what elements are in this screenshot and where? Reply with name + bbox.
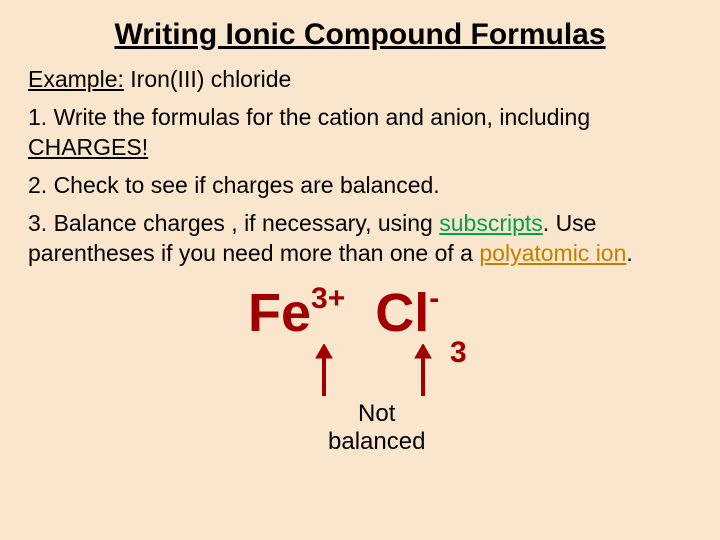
- step-1: 1. Write the formulas for the cation and…: [28, 103, 692, 163]
- step3-subscripts-word: subscripts: [439, 210, 543, 236]
- subscript-3: 3: [450, 336, 467, 370]
- arrow-up-left-icon: [314, 344, 334, 402]
- step3-polyatomic-word: polyatomic ion: [479, 240, 626, 266]
- example-label: Example:: [28, 66, 124, 92]
- anion-charge: -: [429, 282, 439, 315]
- step-2: 2. Check to see if charges are balanced.: [28, 171, 692, 201]
- slide-title: Writing Ionic Compound Formulas: [28, 18, 692, 52]
- step3-text-c: .: [626, 240, 632, 266]
- example-compound: Iron(III) chloride: [130, 66, 291, 92]
- cation-symbol: Fe: [248, 283, 311, 343]
- not-balanced-label: Not balanced: [328, 400, 425, 455]
- example-line: Example: Iron(III) chloride: [28, 66, 692, 93]
- not-balanced-l2: balanced: [328, 428, 425, 455]
- step-3: 3. Balance charges , if necessary, using…: [28, 209, 692, 269]
- anion-symbol: Cl: [375, 283, 429, 343]
- ionic-formula: Fe3+ Cl-: [248, 282, 439, 344]
- step1-text-a: 1. Write the formulas for the cation and…: [28, 104, 590, 130]
- step1-charges: CHARGES!: [28, 134, 148, 160]
- formula-area: Fe3+ Cl- 3 Not balanced: [28, 276, 692, 466]
- cation-charge: 3+: [311, 282, 345, 315]
- arrow-up-right-icon: [413, 344, 433, 402]
- not-balanced-l1: Not: [358, 400, 395, 427]
- step3-text-a: 3. Balance charges , if necessary, using: [28, 210, 439, 236]
